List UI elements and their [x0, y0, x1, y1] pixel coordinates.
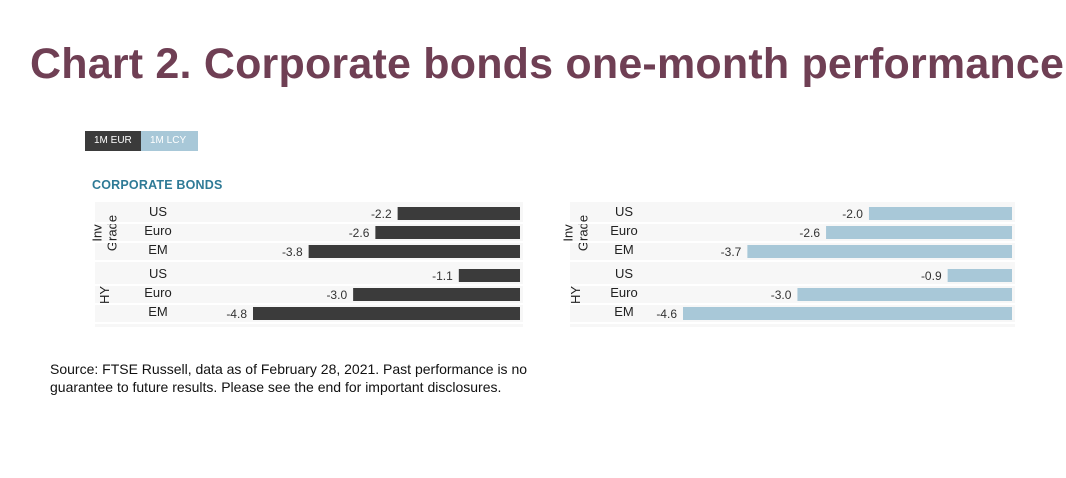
- value-label: -3.0: [771, 288, 792, 302]
- bar-hy-euro: [353, 288, 520, 301]
- value-label: -1.1: [432, 269, 453, 283]
- category-label-em: EM: [148, 304, 168, 319]
- bar-inv-grade-em: [747, 245, 1012, 258]
- row-separator: [570, 260, 1015, 262]
- bar-inv-grade-us: [868, 207, 1012, 220]
- lcy-bar-chart: Inv Grade US -2.0 Euro -2.6 EM -3.7 HY US -0.9 Euro…: [561, 202, 1015, 327]
- bar-inv-grade-em: [308, 245, 520, 258]
- section-label: CORPORATE BONDS: [92, 178, 223, 192]
- bar-hy-em: [683, 307, 1012, 320]
- value-label: -2.0: [842, 207, 863, 221]
- group-label-0-1: Grade: [105, 215, 120, 251]
- row-separator: [570, 303, 1015, 305]
- value-label: -4.8: [226, 307, 247, 321]
- row-separator: [95, 303, 523, 305]
- bar-hy-us: [458, 269, 520, 282]
- row-separator: [95, 260, 523, 262]
- bar-hy-em: [253, 307, 520, 320]
- bar-hy-us: [947, 269, 1012, 282]
- category-label-euro: Euro: [610, 223, 637, 238]
- bar-inv-grade-us: [397, 207, 520, 220]
- value-label: -0.9: [921, 269, 942, 283]
- group-label-1-0: HY: [568, 286, 583, 304]
- value-label: -3.8: [282, 245, 303, 259]
- category-label-em: EM: [148, 242, 168, 257]
- category-label-em: EM: [614, 242, 634, 257]
- row-separator: [95, 284, 523, 286]
- tab-1m-lcy[interactable]: 1M LCY: [141, 131, 198, 151]
- bar-inv-grade-euro: [375, 226, 520, 239]
- value-label: -2.2: [371, 207, 392, 221]
- eur-bar-chart: Inv Grade US -2.2 Euro -2.6 EM -3.8 HY US -1.1 Euro…: [90, 202, 523, 327]
- group-label-0-1: Grade: [576, 215, 591, 251]
- category-label-euro: Euro: [610, 285, 637, 300]
- bar-inv-grade-euro: [826, 226, 1012, 239]
- category-label-euro: Euro: [144, 285, 171, 300]
- category-label-us: US: [615, 204, 633, 219]
- value-label: -3.7: [721, 245, 742, 259]
- category-label-us: US: [149, 204, 167, 219]
- value-label: -2.6: [349, 226, 370, 240]
- value-label: -4.6: [656, 307, 677, 321]
- row-separator: [570, 322, 1015, 324]
- tab-1m-eur[interactable]: 1M EUR: [85, 131, 141, 151]
- category-label-em: EM: [614, 304, 634, 319]
- bar-hy-euro: [797, 288, 1012, 301]
- row-separator: [95, 222, 523, 224]
- chart-title: Chart 2. Corporate bonds one-month perfo…: [30, 40, 1065, 88]
- source-note: Source: FTSE Russell, data as of Februar…: [50, 361, 528, 395]
- category-label-us: US: [149, 266, 167, 281]
- row-separator: [570, 222, 1015, 224]
- group-label-0-0: Inv: [90, 224, 105, 242]
- group-label-0-0: Inv: [561, 224, 576, 242]
- value-label: -2.6: [799, 226, 820, 240]
- category-label-us: US: [615, 266, 633, 281]
- row-separator: [95, 322, 523, 324]
- row-separator: [570, 241, 1015, 243]
- value-label: -3.0: [326, 288, 347, 302]
- currency-tabs: 1M EUR 1M LCY: [85, 131, 198, 151]
- category-label-euro: Euro: [144, 223, 171, 238]
- row-separator: [570, 284, 1015, 286]
- group-label-1-0: HY: [97, 286, 112, 304]
- row-separator: [95, 241, 523, 243]
